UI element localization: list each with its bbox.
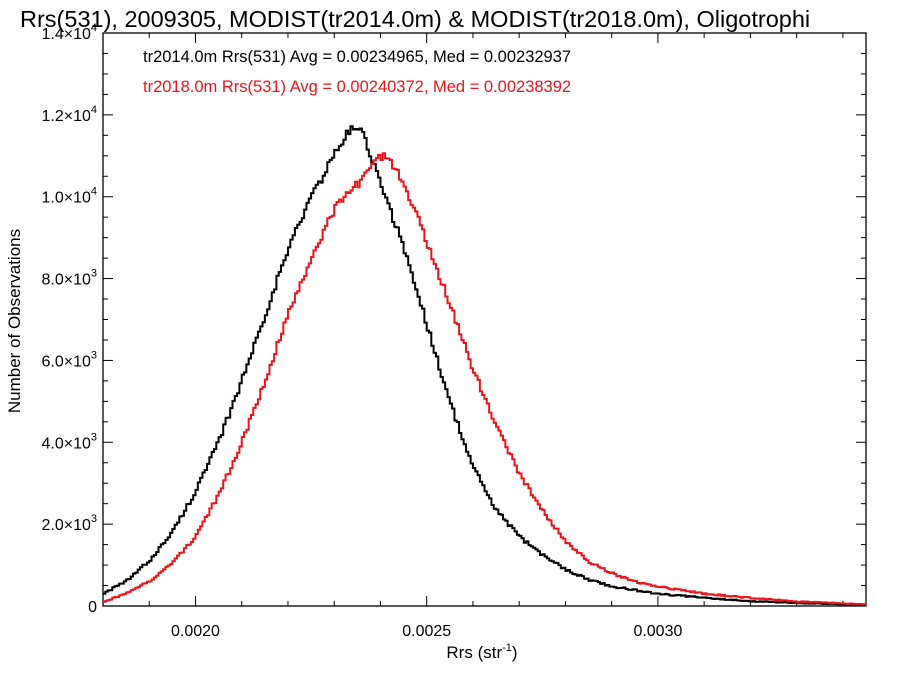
y-tick-label: 6.0×103 [41, 349, 97, 370]
plot-frame [102, 32, 867, 607]
x-axis-label-sup: -1 [502, 642, 512, 654]
series-tr2014-line [103, 125, 866, 606]
x-tick-label: 0.0030 [633, 623, 682, 640]
x-axis-label-text: Rrs (str [446, 643, 502, 662]
y-tick-label: 4.0×103 [41, 431, 97, 452]
x-axis-label-close: ) [512, 643, 518, 662]
y-tick-label: 2.0×103 [41, 513, 97, 534]
y-tick-label: 1.4×104 [41, 22, 97, 43]
chart-title: Rrs(531), 2009305, MODIST(tr2014.0m) & M… [20, 6, 810, 32]
y-tick-label: 1.0×104 [41, 186, 97, 207]
y-tick-label: 8.0×103 [41, 268, 97, 289]
series-layer [103, 125, 866, 606]
y-tick-label: 1.2×104 [41, 104, 97, 125]
x-axis-label: Rrs (str-1) [446, 642, 517, 662]
legend-annotation-red: tr2018.0m Rrs(531) Avg = 0.00240372, Med… [143, 78, 571, 96]
y-axis-label: Number of Observations [5, 229, 24, 413]
x-tick-label: 0.0020 [171, 623, 220, 640]
plot-axes: 0.0020 0.0025 0.0030 0 2.0×103 4.0×103 6.0×103… [41, 22, 867, 640]
y-tick-label: 0 [88, 599, 97, 616]
series-tr2018-line [103, 152, 866, 606]
legend-annotation-black: tr2014.0m Rrs(531) Avg = 0.00234965, Med… [143, 48, 571, 66]
x-tick-label: 0.0025 [402, 623, 451, 640]
